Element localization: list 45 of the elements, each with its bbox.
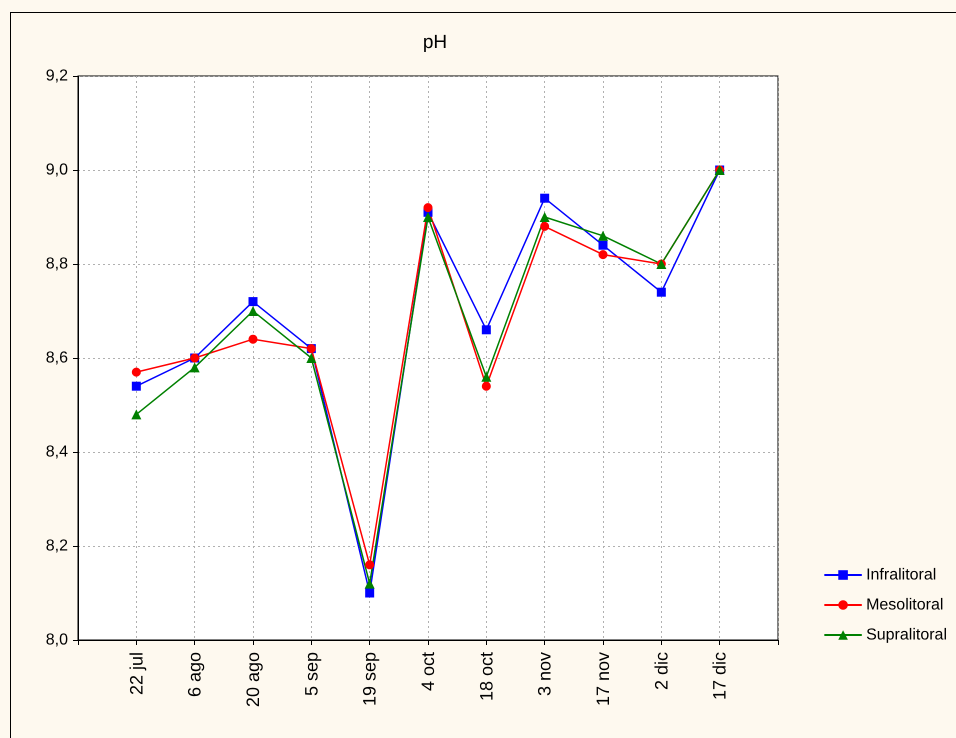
point xyxy=(364,578,375,589)
x-tick-label: 17 nov xyxy=(593,652,613,706)
point xyxy=(131,409,142,420)
y-tick-label: 8,4 xyxy=(46,444,68,460)
point xyxy=(598,240,608,250)
chart-title: pH xyxy=(422,32,448,53)
x-tick-label: 17 dic xyxy=(710,652,730,700)
legend-label: Infralitoral xyxy=(866,566,936,584)
point xyxy=(482,382,491,391)
x-tick-label: 6 ago xyxy=(184,652,205,698)
point xyxy=(482,325,491,334)
point xyxy=(248,306,258,316)
x-tick-label: 5 sep xyxy=(301,652,322,696)
point xyxy=(132,368,141,377)
point xyxy=(365,560,374,570)
point xyxy=(423,212,433,222)
y-tick-label: 8,2 xyxy=(46,538,68,554)
point xyxy=(248,297,258,306)
point xyxy=(306,353,316,363)
y-tick-label: 8,6 xyxy=(46,350,68,366)
x-tick-label: 2 dic xyxy=(651,652,672,690)
point xyxy=(540,194,550,203)
x-tick-label: 19 sep xyxy=(360,652,380,706)
point xyxy=(540,212,550,222)
x-tick-label: 18 oct xyxy=(476,652,496,702)
x-tick-label: 20 ago xyxy=(243,652,263,708)
x-tick-label: 22 jul xyxy=(126,652,146,696)
point xyxy=(365,588,374,598)
point xyxy=(481,372,492,382)
point xyxy=(656,288,666,297)
y-tick-label: 8,0 xyxy=(46,632,68,648)
y-tick-label: 9,2 xyxy=(46,68,68,84)
legend-label: Supralitoral xyxy=(866,626,948,644)
point xyxy=(540,222,550,231)
point xyxy=(598,230,608,241)
point xyxy=(132,382,141,391)
point xyxy=(248,334,258,344)
point xyxy=(598,250,608,260)
legend-label: Mesolitoral xyxy=(866,596,944,614)
y-tick-label: 8,8 xyxy=(46,256,68,272)
x-tick-label: 3 nov xyxy=(534,652,555,696)
y-tick-label: 9,0 xyxy=(46,162,68,178)
x-tick-label: 4 oct xyxy=(418,652,438,692)
point xyxy=(424,203,432,212)
point xyxy=(190,362,200,372)
